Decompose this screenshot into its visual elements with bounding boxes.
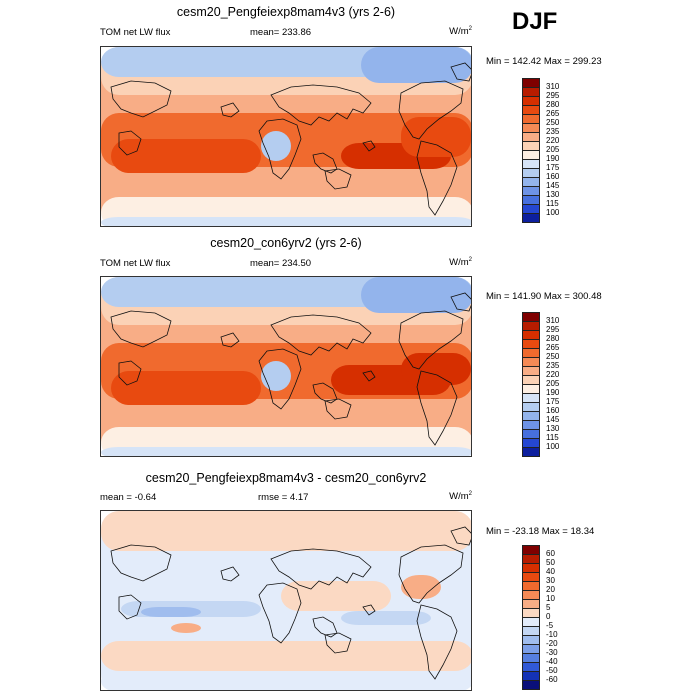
colorbar-tick-label: -10 bbox=[546, 630, 558, 639]
colorbar-tick-label: 40 bbox=[546, 567, 555, 576]
colorbar-tick-label: 265 bbox=[546, 343, 560, 352]
colorbar-tick-label: 235 bbox=[546, 361, 560, 370]
colorbar-tick-label: 0 bbox=[546, 612, 551, 621]
panel-2-min-max: Min = 141.90 Max = 300.48 bbox=[486, 291, 602, 302]
colorbar-tick-label: 50 bbox=[546, 558, 555, 567]
panel-3-units-label: W/m2 bbox=[449, 491, 472, 503]
colorbar-tick-label: -50 bbox=[546, 666, 558, 675]
panel-2-mean-label: mean= 234.50 bbox=[250, 258, 312, 269]
colorbar-swatch bbox=[522, 447, 540, 457]
colorbar-tick-label: 60 bbox=[546, 549, 555, 558]
panel-1-min-max: Min = 142.42 Max = 299.23 bbox=[486, 56, 602, 67]
colorbar-tick-label: 130 bbox=[546, 424, 560, 433]
panel-1-units-label: W/m2 bbox=[449, 26, 472, 38]
panel-3-rmse-label: rmse = 4.17 bbox=[258, 492, 309, 503]
colorbar-tick-label: 220 bbox=[546, 370, 560, 379]
colorbar-swatch bbox=[522, 213, 540, 223]
colorbar-tick-label: 295 bbox=[546, 91, 560, 100]
colorbar-tick-label: 205 bbox=[546, 379, 560, 388]
colorbar-tick-label: 190 bbox=[546, 388, 560, 397]
colorbar-tick-label: 115 bbox=[546, 433, 559, 442]
panel-2-map bbox=[100, 276, 472, 457]
colorbar-tick-label: -60 bbox=[546, 675, 558, 684]
colorbar-tick-label: -5 bbox=[546, 621, 554, 630]
panel-3-title: cesm20_Pengfeiexp8mam4v3 - cesm20_con6yr… bbox=[145, 471, 427, 485]
colorbar-tick-label: 145 bbox=[546, 181, 560, 190]
colorbar-tick-label: 130 bbox=[546, 190, 560, 199]
colorbar-tick-label: 220 bbox=[546, 136, 560, 145]
colorbar-tick-label: -40 bbox=[546, 657, 558, 666]
colorbar-tick-label: 265 bbox=[546, 109, 560, 118]
colorbar-tick-label: 250 bbox=[546, 118, 560, 127]
colorbar-tick-label: 160 bbox=[546, 172, 560, 181]
colorbar-tick-label: 175 bbox=[546, 163, 560, 172]
season-label: DJF bbox=[512, 8, 558, 35]
panel-3-map bbox=[100, 510, 472, 691]
panel-2-variable-label: TOM net LW flux bbox=[100, 258, 171, 269]
colorbar-swatch bbox=[522, 680, 540, 690]
panel-1-mean-label: mean= 233.86 bbox=[250, 27, 312, 38]
colorbar-tick-label: -30 bbox=[546, 648, 558, 657]
colorbar-tick-label: 115 bbox=[546, 199, 559, 208]
colorbar-tick-label: 295 bbox=[546, 325, 560, 334]
colorbar-tick-label: 310 bbox=[546, 316, 560, 325]
colorbar-tick-label: 30 bbox=[546, 576, 555, 585]
panel-1-map bbox=[100, 46, 472, 227]
panel-2-title: cesm20_con6yrv2 (yrs 2-6) bbox=[210, 236, 362, 250]
panel-2-units-label: W/m2 bbox=[449, 257, 472, 269]
panel-1-colorbar: 310 295 280 265 250 235 220 205 190 175 160 145 130 1… bbox=[522, 78, 559, 223]
colorbar-tick-label: 280 bbox=[546, 100, 560, 109]
colorbar-tick-label: 160 bbox=[546, 406, 560, 415]
panel-3-colorbar: 60 50 40 30 20 10 5 0 -5 -10 -20 -30 -40 -50 -60 bbox=[522, 545, 558, 690]
colorbar-tick-label: 190 bbox=[546, 154, 560, 163]
colorbar-tick-label: 145 bbox=[546, 415, 560, 424]
colorbar-tick-label: -20 bbox=[546, 639, 558, 648]
colorbar-tick-label: 280 bbox=[546, 334, 560, 343]
panel-2-colorbar: 310 295 280 265 250 235 220 205 190 175 160 145 130 1… bbox=[522, 312, 559, 457]
colorbar-tick-label: 250 bbox=[546, 352, 560, 361]
panel-1-title: cesm20_Pengfeiexp8mam4v3 (yrs 2-6) bbox=[176, 5, 396, 19]
colorbar-tick-label: 100 bbox=[546, 208, 560, 217]
colorbar-tick-label: 310 bbox=[546, 82, 560, 91]
panel-1-variable-label: TOM net LW flux bbox=[100, 27, 171, 38]
panel-3-min-max: Min = -23.18 Max = 18.34 bbox=[486, 526, 595, 537]
colorbar-tick-label: 235 bbox=[546, 127, 560, 136]
panel-3-mean-label: mean = -0.64 bbox=[100, 492, 157, 503]
colorbar-tick-label: 10 bbox=[546, 594, 555, 603]
colorbar-tick-label: 205 bbox=[546, 145, 560, 154]
colorbar-tick-label: 5 bbox=[546, 603, 551, 612]
colorbar-tick-label: 20 bbox=[546, 585, 555, 594]
colorbar-tick-label: 175 bbox=[546, 397, 560, 406]
colorbar-tick-label: 100 bbox=[546, 442, 560, 451]
